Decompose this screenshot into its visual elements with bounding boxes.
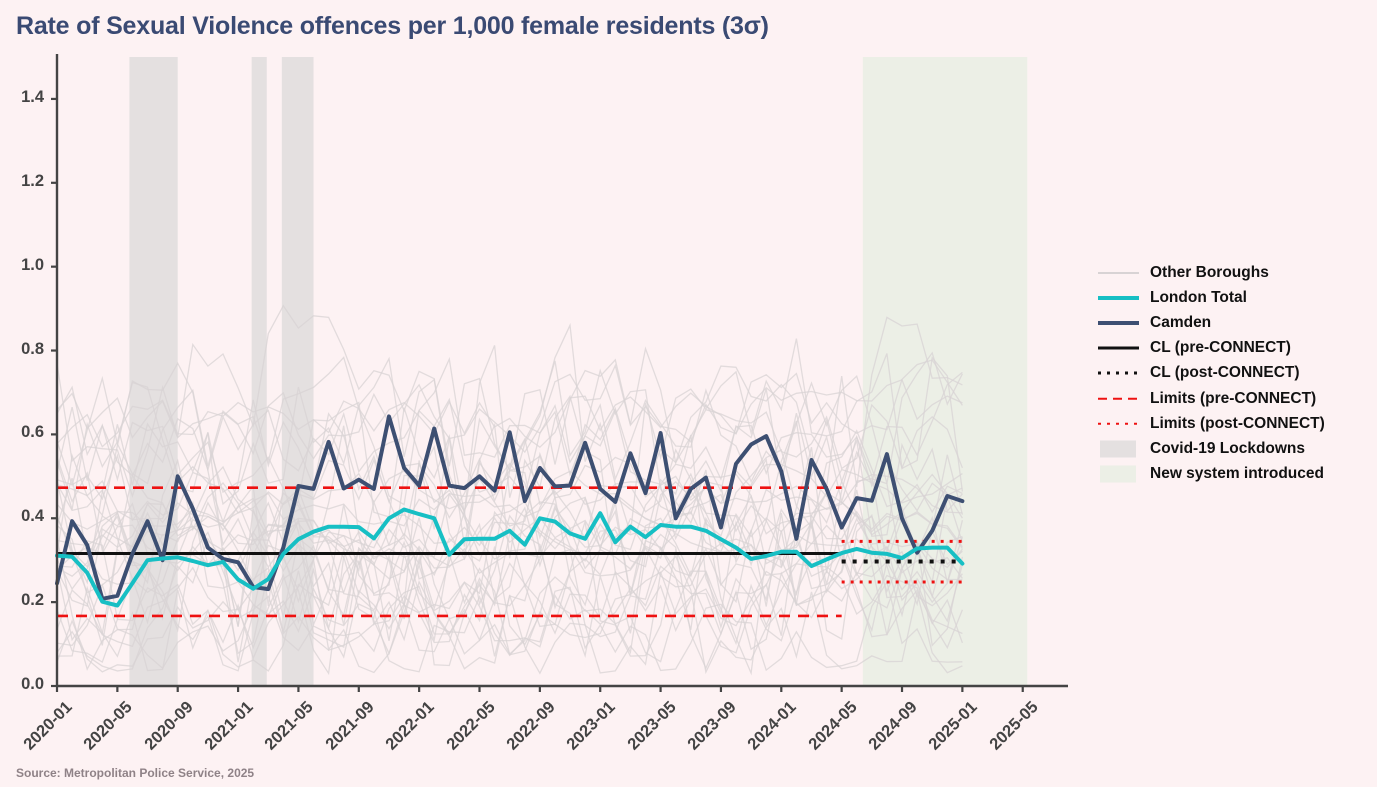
y-tick-label: 1.2: [21, 171, 44, 190]
legend-line: [1098, 271, 1139, 274]
y-tick-label: 0.2: [21, 591, 44, 610]
page-title: Rate of Sexual Violence offences per 1,0…: [16, 12, 769, 40]
chart-legend: Other Boroughs London Total Camden CL (pre-…: [1096, 260, 1325, 487]
legend-label: Limits (pre-CONNECT): [1150, 389, 1317, 407]
legend-label: Camden: [1150, 313, 1212, 331]
y-tick-label: 0.4: [21, 507, 44, 526]
legend-key-swatch: [1096, 263, 1141, 283]
series-line-london-total: [55, 507, 965, 608]
legend-patch: [1100, 465, 1136, 483]
other-boroughs-group: [56, 304, 964, 676]
other-borough-line: [56, 351, 963, 506]
other-borough-line: [56, 434, 964, 633]
legend-key-swatch: [1096, 288, 1141, 308]
other-borough-line: [56, 399, 964, 527]
other-borough-line: [56, 359, 963, 460]
legend-item[interactable]: Other Boroughs: [1096, 260, 1325, 285]
legend-key-swatch: [1096, 363, 1141, 383]
new-system-band: [862, 57, 1028, 686]
other-borough-line: [56, 511, 963, 581]
legend-label: CL (post-CONNECT): [1150, 364, 1300, 382]
legend-label: CL (pre-CONNECT): [1150, 339, 1291, 357]
other-borough-line: [56, 322, 964, 557]
legend-label: London Total: [1150, 288, 1247, 306]
legend-key-swatch: [1096, 313, 1141, 333]
other-borough-line: [56, 429, 963, 541]
y-tick-label: 1.4: [21, 87, 44, 106]
legend-item[interactable]: Camden: [1096, 310, 1325, 335]
y-tick-label: 1.0: [21, 255, 44, 274]
legend-item[interactable]: Limits (pre-CONNECT): [1096, 386, 1325, 411]
legend-label: New system introduced: [1150, 465, 1324, 483]
legend-key-swatch: [1096, 338, 1141, 358]
y-tick-label: 0.0: [21, 675, 44, 693]
legend-item[interactable]: Covid-19 Lockdowns: [1096, 436, 1325, 461]
y-tick-label: 0.6: [21, 423, 44, 442]
legend-item[interactable]: Limits (post-CONNECT): [1096, 411, 1325, 436]
legend-line: [1098, 397, 1139, 400]
legend-item[interactable]: London Total: [1096, 285, 1325, 310]
other-borough-line: [56, 550, 963, 673]
legend-line: [1098, 320, 1139, 325]
source-note: Source: Metropolitan Police Service, 202…: [16, 766, 255, 780]
legend-key-swatch: [1096, 389, 1141, 409]
legend-line: [1098, 371, 1139, 375]
legend-line: [1098, 295, 1139, 300]
legend-item[interactable]: CL (pre-CONNECT): [1096, 336, 1325, 361]
legend-label: Other Boroughs: [1150, 263, 1269, 281]
other-borough-line: [56, 501, 963, 556]
y-tick-label: 0.8: [21, 339, 44, 358]
lockdown-band: [281, 57, 314, 686]
legend-line: [1098, 346, 1139, 350]
other-borough-line: [56, 378, 963, 449]
legend-line: [1098, 422, 1139, 425]
other-borough-line: [56, 496, 963, 620]
legend-item[interactable]: New system introduced: [1096, 462, 1325, 487]
legend-label: Covid-19 Lockdowns: [1150, 439, 1306, 457]
other-borough-line: [56, 533, 964, 672]
other-borough-line: [56, 473, 963, 530]
other-borough-line: [56, 531, 964, 651]
legend-label: Limits (post-CONNECT): [1150, 414, 1325, 432]
series-line-camden: [55, 414, 965, 601]
legend-key-swatch: [1096, 414, 1141, 434]
other-borough-line: [56, 551, 964, 650]
legend-key-swatch: [1096, 439, 1141, 459]
legend-key-swatch: [1096, 464, 1141, 484]
legend-patch: [1100, 440, 1136, 458]
legend-item[interactable]: CL (post-CONNECT): [1096, 361, 1325, 386]
